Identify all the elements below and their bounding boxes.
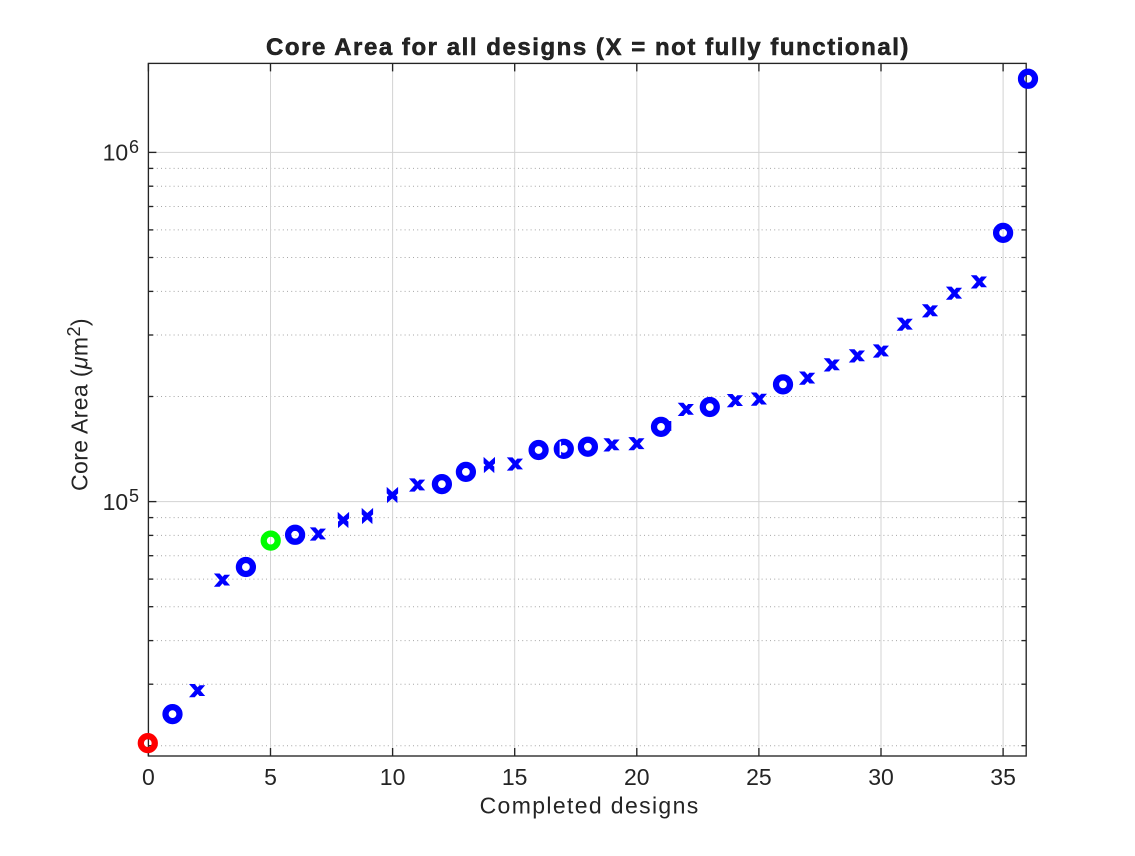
svg-text:Core Area (μm2): Core Area (μm2) (64, 318, 93, 491)
svg-text:Completed designs: Completed designs (480, 792, 700, 818)
svg-text:5: 5 (264, 764, 277, 790)
svg-text:25: 25 (746, 764, 772, 790)
svg-text:20: 20 (624, 764, 650, 790)
svg-text:10: 10 (103, 489, 129, 515)
svg-text:35: 35 (990, 764, 1016, 790)
svg-text:Core Area for all designs (X =: Core Area for all designs (X = not fully… (266, 34, 910, 61)
svg-text:6: 6 (129, 137, 139, 157)
svg-text:15: 15 (502, 764, 528, 790)
svg-text:5: 5 (129, 486, 139, 506)
svg-text:30: 30 (868, 764, 894, 790)
svg-text:10: 10 (103, 140, 129, 166)
svg-text:10: 10 (380, 764, 406, 790)
svg-text:0: 0 (142, 764, 155, 790)
